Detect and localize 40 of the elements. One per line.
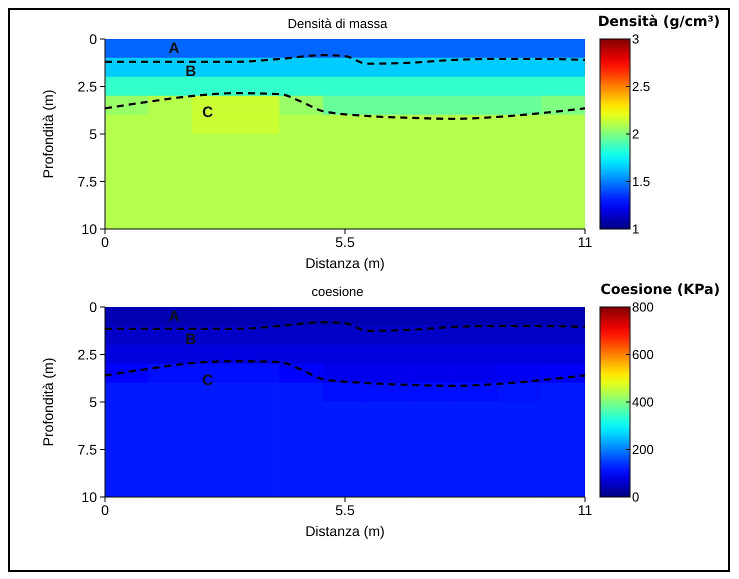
annotation: B [185, 331, 196, 350]
color-bar-label: 1 [632, 222, 640, 237]
color-bar-title: Densità (g/cm³) [596, 14, 720, 30]
color-bar-label: 400 [632, 394, 654, 410]
annotation: A [168, 308, 180, 326]
chart-title: Densità di massa [286, 16, 388, 31]
y-tick-label: 0 [89, 298, 98, 315]
color-bar-label: 600 [632, 347, 654, 362]
color-bar-label: 2.5 [632, 79, 650, 94]
x-tick-label: 5.5 [335, 234, 355, 250]
x-tick-label: 11 [578, 502, 592, 518]
x-tick-label: 0 [101, 234, 110, 250]
x-axis-title: Distanza (m) [305, 523, 385, 539]
x-axis-title: Distanza (m) [305, 255, 385, 271]
y-tick-label: 7.5 [78, 441, 98, 458]
y-tick-label: 10 [81, 488, 98, 505]
color-bar-label: 1.5 [632, 174, 650, 190]
y-tick-label: 10 [81, 220, 98, 237]
y-tick-label: 7.5 [78, 173, 98, 190]
color-bar-label: 0 [632, 490, 640, 505]
y-tick-label: 2.5 [78, 346, 98, 362]
y-tick-label: 2.5 [78, 78, 98, 94]
color-bar-label: 3 [632, 32, 640, 47]
y-tick-label: 0 [89, 30, 98, 47]
color-bar-label: 200 [632, 442, 654, 458]
color-bar-label: 800 [632, 300, 654, 315]
y-tick-label: 5 [89, 126, 98, 142]
annotation: B [185, 63, 196, 82]
annotation: C [202, 372, 214, 390]
x-tick-label: 5.5 [335, 502, 355, 518]
x-tick-label: 0 [101, 502, 110, 518]
y-tick-label: 5 [89, 394, 98, 410]
annotation: C [202, 104, 214, 122]
color-bar-title: Coesione (KPa) [600, 282, 720, 298]
x-tick-label: 11 [578, 234, 592, 250]
chart-title: coesione [310, 284, 365, 299]
y-axis-title: Profondità (m) [40, 90, 56, 178]
annotation: A [168, 40, 180, 58]
color-bar-label: 2 [632, 126, 640, 142]
y-axis-title: Profondità (m) [40, 358, 56, 446]
